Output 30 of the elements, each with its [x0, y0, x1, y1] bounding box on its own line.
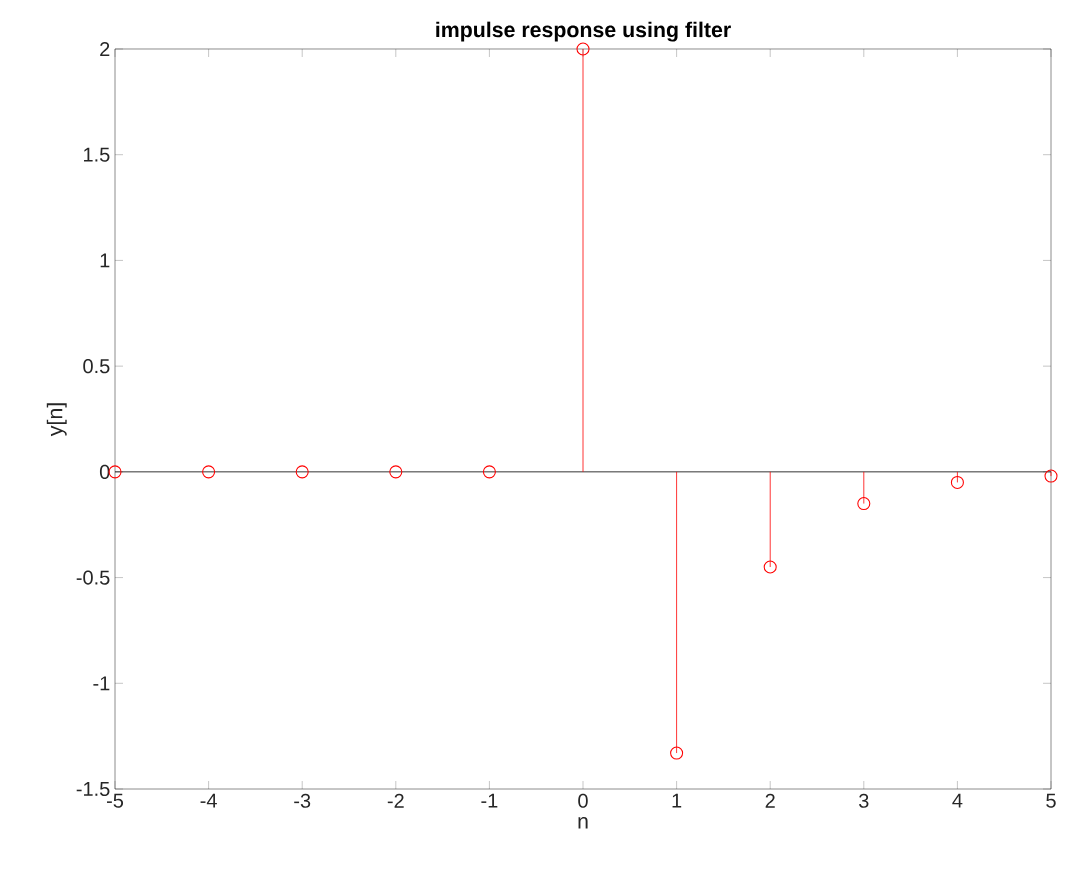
x-tick-label: -2 — [387, 793, 404, 808]
y-axis-title: y[n] — [46, 403, 67, 437]
point — [389, 465, 403, 479]
y-tick-label: 0 — [99, 464, 110, 479]
point — [1044, 469, 1058, 483]
x-tick-label: -3 — [294, 793, 311, 808]
point — [670, 746, 684, 760]
y-tick-label: -1 — [93, 676, 110, 691]
x-tick-label: -1 — [481, 793, 498, 808]
x-tick-label: 3 — [859, 793, 869, 808]
point — [950, 475, 964, 489]
x-tick-label: -4 — [200, 793, 217, 808]
x-tick-label: 4 — [952, 793, 963, 808]
y-tick-label: -0.5 — [76, 570, 110, 585]
y-tick-label: 2 — [100, 42, 110, 56]
x-axis-title: n — [578, 817, 588, 829]
chart-title: impulse response using filter — [436, 21, 731, 42]
point — [857, 497, 871, 511]
y-tick-label: 1 — [100, 253, 110, 268]
point — [576, 42, 590, 56]
point — [295, 465, 309, 479]
y-tick-label: 0.5 — [83, 359, 110, 374]
y-tick-label: 1.5 — [84, 147, 110, 162]
x-tick-label: 0 — [578, 793, 588, 808]
x-tick-label: 1 — [672, 793, 682, 808]
x-tick-label: 5 — [1046, 793, 1056, 808]
point — [482, 465, 496, 479]
point — [202, 465, 216, 479]
x-tick-label: 2 — [765, 793, 775, 808]
point — [763, 560, 777, 574]
